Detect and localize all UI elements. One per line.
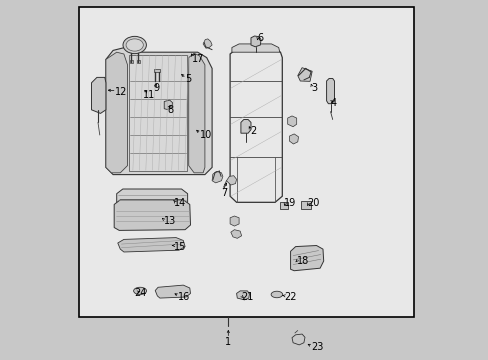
Text: 20: 20 <box>307 198 319 208</box>
Text: 5: 5 <box>185 74 191 84</box>
Text: 18: 18 <box>296 256 308 266</box>
Bar <box>153 69 160 72</box>
Text: 6: 6 <box>257 33 263 43</box>
Polygon shape <box>226 176 236 185</box>
Text: 1: 1 <box>225 337 231 347</box>
Text: 11: 11 <box>142 90 155 100</box>
Text: 14: 14 <box>174 198 186 208</box>
Text: 17: 17 <box>192 54 204 64</box>
Polygon shape <box>326 78 334 104</box>
Polygon shape <box>164 100 172 109</box>
Text: 7: 7 <box>221 188 227 198</box>
Text: 2: 2 <box>249 126 256 136</box>
Text: 12: 12 <box>115 87 127 97</box>
Polygon shape <box>155 285 190 298</box>
Polygon shape <box>231 44 279 52</box>
Text: 3: 3 <box>310 83 317 93</box>
Text: 21: 21 <box>241 292 253 302</box>
Text: 9: 9 <box>153 83 160 93</box>
Text: 15: 15 <box>174 242 186 252</box>
Text: 23: 23 <box>310 342 323 352</box>
Ellipse shape <box>133 287 146 294</box>
Polygon shape <box>291 334 305 345</box>
Polygon shape <box>250 36 261 47</box>
Polygon shape <box>106 47 212 175</box>
Text: 8: 8 <box>167 105 173 115</box>
Text: 10: 10 <box>199 130 211 140</box>
Bar <box>301 201 311 209</box>
Text: 22: 22 <box>284 292 296 302</box>
Polygon shape <box>230 216 239 226</box>
Polygon shape <box>118 238 185 252</box>
Bar <box>137 60 140 63</box>
Polygon shape <box>114 200 190 230</box>
Ellipse shape <box>123 36 146 54</box>
Polygon shape <box>290 246 323 271</box>
Polygon shape <box>106 52 127 173</box>
Polygon shape <box>289 134 298 144</box>
Text: 4: 4 <box>330 98 336 108</box>
Polygon shape <box>129 55 186 171</box>
Polygon shape <box>188 53 204 173</box>
Polygon shape <box>212 171 223 183</box>
Text: 13: 13 <box>163 216 175 226</box>
Polygon shape <box>297 68 311 81</box>
FancyBboxPatch shape <box>79 7 413 317</box>
Bar <box>279 202 287 209</box>
Polygon shape <box>203 39 212 48</box>
Text: 19: 19 <box>284 198 296 208</box>
Ellipse shape <box>126 39 143 51</box>
Text: 24: 24 <box>134 288 147 298</box>
Polygon shape <box>230 230 241 238</box>
Polygon shape <box>117 189 187 206</box>
Polygon shape <box>236 291 249 300</box>
Ellipse shape <box>270 291 282 298</box>
Polygon shape <box>241 120 250 133</box>
Text: 16: 16 <box>178 292 190 302</box>
Bar <box>129 60 133 63</box>
Polygon shape <box>287 116 296 127</box>
Polygon shape <box>91 77 106 113</box>
